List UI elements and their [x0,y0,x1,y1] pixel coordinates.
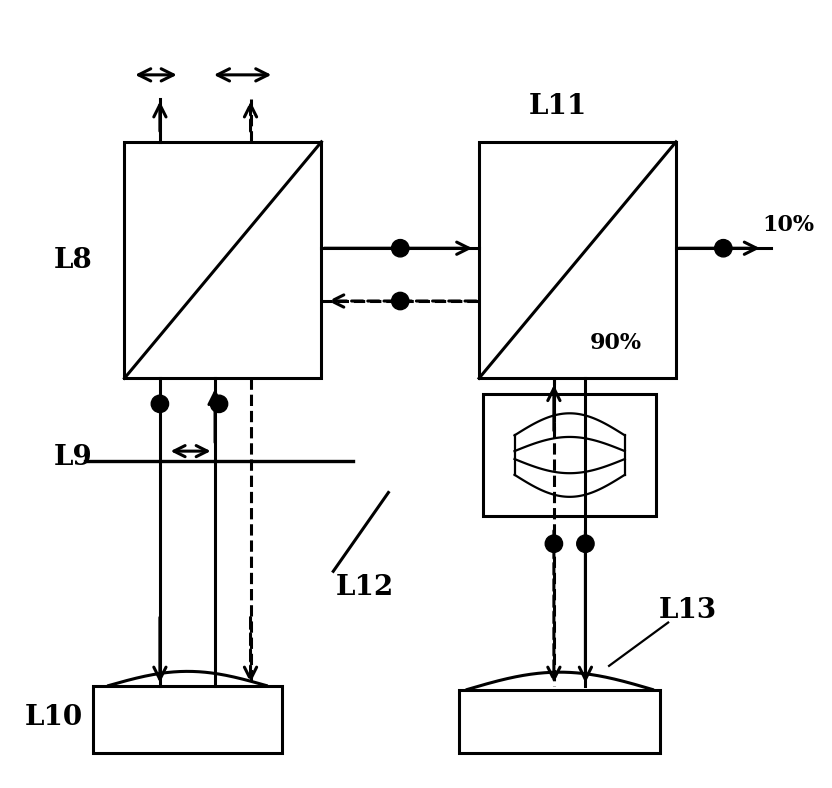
Circle shape [715,240,732,257]
Circle shape [151,396,169,413]
Text: L13: L13 [659,597,717,624]
Circle shape [392,292,409,310]
Text: 90%: 90% [589,332,641,354]
Bar [125,142,321,378]
Circle shape [392,240,409,257]
Text: L11: L11 [528,93,587,120]
Text: L9: L9 [54,444,92,470]
Text: L12: L12 [335,574,394,600]
Bar [483,394,656,516]
Circle shape [210,396,228,413]
Bar [93,686,282,753]
Text: L8: L8 [54,247,92,273]
Bar [459,690,661,753]
Text: 10%: 10% [763,214,815,236]
Circle shape [577,535,594,552]
Bar [479,142,676,378]
Circle shape [545,535,562,552]
Text: L10: L10 [24,704,82,730]
